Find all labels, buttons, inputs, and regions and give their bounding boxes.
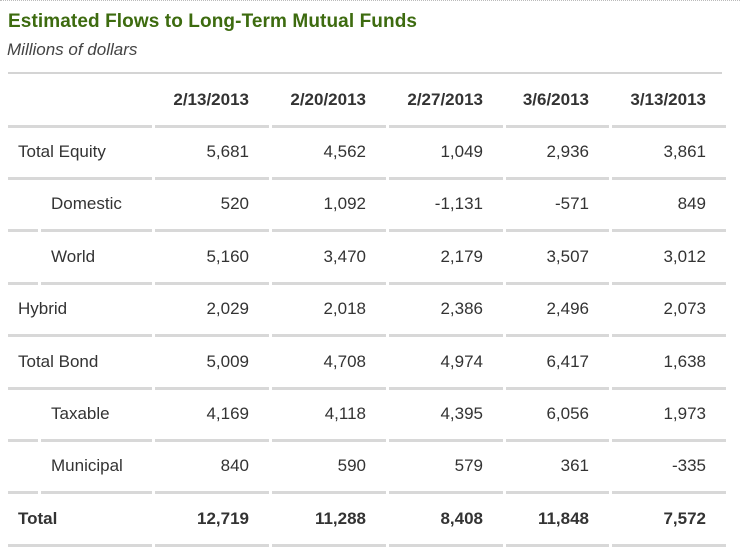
- row-label: Total: [8, 494, 152, 547]
- value-cell: -1,131: [389, 179, 503, 233]
- value-cell: 590: [272, 441, 386, 495]
- header-date: 2/20/2013: [272, 75, 386, 128]
- value-cell: 3,470: [272, 232, 386, 285]
- table-row: World 5,160 3,470 2,179 3,507 3,012: [0, 232, 740, 285]
- table-row: Total 12,719 11,288 8,408 11,848 7,572: [0, 494, 740, 547]
- row-label: Total Bond: [8, 337, 152, 390]
- value-cell: 4,974: [389, 337, 503, 390]
- row-label: Municipal: [41, 441, 152, 495]
- table-row: Total Equity 5,681 4,562 1,049 2,936 3,861: [0, 127, 740, 180]
- header-date: 2/27/2013: [389, 75, 503, 128]
- value-cell: 3,012: [612, 232, 726, 285]
- value-cell: 6,417: [506, 337, 609, 390]
- value-cell: 840: [155, 441, 269, 495]
- table-row: Taxable 4,169 4,118 4,395 6,056 1,973: [0, 389, 740, 442]
- value-cell: 2,029: [155, 284, 269, 338]
- value-cell: 2,179: [389, 232, 503, 285]
- value-cell: 579: [389, 441, 503, 495]
- value-cell: 849: [612, 179, 726, 233]
- header-row: 2/13/2013 2/20/2013 2/27/2013 3/6/2013 3…: [0, 75, 740, 128]
- value-cell: 5,009: [155, 337, 269, 390]
- value-cell: 1,638: [612, 337, 726, 390]
- value-cell: 5,681: [155, 127, 269, 180]
- header-date: 3/6/2013: [506, 75, 609, 128]
- header-date: 2/13/2013: [155, 75, 269, 128]
- value-cell: 1,049: [389, 127, 503, 180]
- value-cell: 12,719: [155, 494, 269, 547]
- header-date: 3/13/2013: [612, 75, 726, 128]
- row-label: Domestic: [41, 179, 152, 233]
- table-row: Hybrid 2,029 2,018 2,386 2,496 2,073: [0, 284, 740, 338]
- value-cell: 2,386: [389, 284, 503, 338]
- value-cell: 5,160: [155, 232, 269, 285]
- title-divider: [8, 72, 722, 74]
- value-cell: 2,496: [506, 284, 609, 338]
- value-cell: -571: [506, 179, 609, 233]
- value-cell: 4,395: [389, 389, 503, 442]
- table-row: Domestic 520 1,092 -1,131 -571 849: [0, 179, 740, 233]
- value-cell: 6,056: [506, 389, 609, 442]
- value-cell: 361: [506, 441, 609, 495]
- indent-spacer: [8, 389, 38, 442]
- row-label: Hybrid: [8, 284, 152, 338]
- indent-spacer: [8, 441, 38, 495]
- value-cell: 2,018: [272, 284, 386, 338]
- value-cell: 520: [155, 179, 269, 233]
- header-label-cell: [8, 75, 152, 128]
- table-row: Municipal 840 590 579 361 -335: [0, 441, 740, 495]
- value-cell: 11,288: [272, 494, 386, 547]
- table-title: Estimated Flows to Long-Term Mutual Fund…: [8, 11, 418, 32]
- table-subtitle: Millions of dollars: [7, 40, 138, 59]
- value-cell: 4,118: [272, 389, 386, 442]
- value-cell: 4,169: [155, 389, 269, 442]
- value-cell: 7,572: [612, 494, 726, 547]
- value-cell: 2,073: [612, 284, 726, 338]
- value-cell: -335: [612, 441, 726, 495]
- row-label: Taxable: [41, 389, 152, 442]
- indent-spacer: [8, 179, 38, 233]
- value-cell: 3,507: [506, 232, 609, 285]
- value-cell: 11,848: [506, 494, 609, 547]
- value-cell: 3,861: [612, 127, 726, 180]
- value-cell: 2,936: [506, 127, 609, 180]
- value-cell: 1,973: [612, 389, 726, 442]
- value-cell: 1,092: [272, 179, 386, 233]
- value-cell: 4,708: [272, 337, 386, 390]
- row-label: Total Equity: [8, 127, 152, 180]
- row-label: World: [41, 232, 152, 285]
- indent-spacer: [8, 232, 38, 285]
- top-dotted-border: [0, 0, 740, 1]
- value-cell: 8,408: [389, 494, 503, 547]
- table-row: Total Bond 5,009 4,708 4,974 6,417 1,638: [0, 337, 740, 390]
- value-cell: 4,562: [272, 127, 386, 180]
